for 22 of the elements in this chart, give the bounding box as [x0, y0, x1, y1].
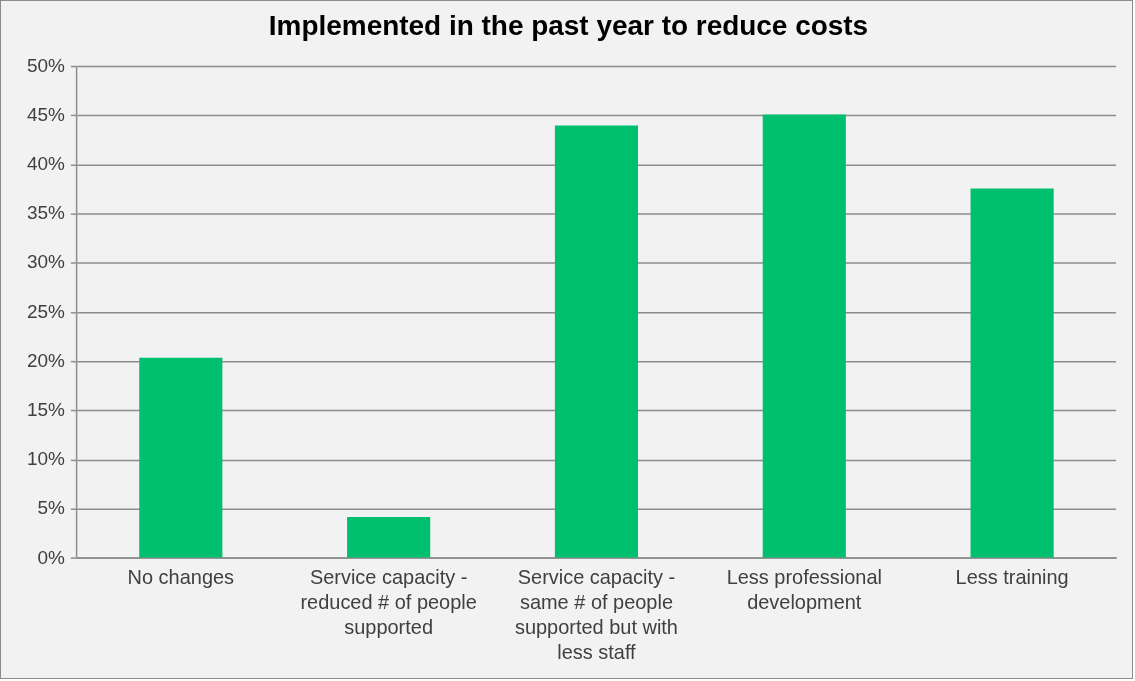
y-tick-label: 45%	[26, 103, 66, 125]
bar	[139, 357, 223, 558]
x-tick-label: No changes	[127, 566, 235, 589]
bar	[762, 114, 846, 558]
x-tick-label: Service capacity - reduced # of people supported	[300, 566, 477, 639]
x-tick-label: Less professional development	[726, 566, 882, 614]
y-tick-label: 20%	[26, 349, 66, 371]
bar	[347, 517, 431, 558]
y-tick-label: 5%	[37, 497, 66, 519]
y-tick-label: 35%	[26, 202, 66, 224]
y-tick-label: 0%	[37, 546, 66, 568]
bar	[554, 125, 639, 558]
y-tick-label: 15%	[26, 399, 66, 420]
x-tick-label: Less training	[955, 566, 1069, 589]
y-tick-label: 40%	[26, 153, 66, 175]
x-tick-label: Service capacity - same # of people supported but with less staff	[514, 566, 678, 664]
y-tick-label: 10%	[26, 448, 66, 470]
y-tick-label: 50%	[26, 54, 66, 76]
chart-title: Implemented in the past year to reduce costs	[268, 10, 869, 42]
bar	[970, 188, 1054, 558]
y-tick-label: 25%	[26, 300, 66, 322]
y-tick-label: 30%	[26, 251, 66, 273]
